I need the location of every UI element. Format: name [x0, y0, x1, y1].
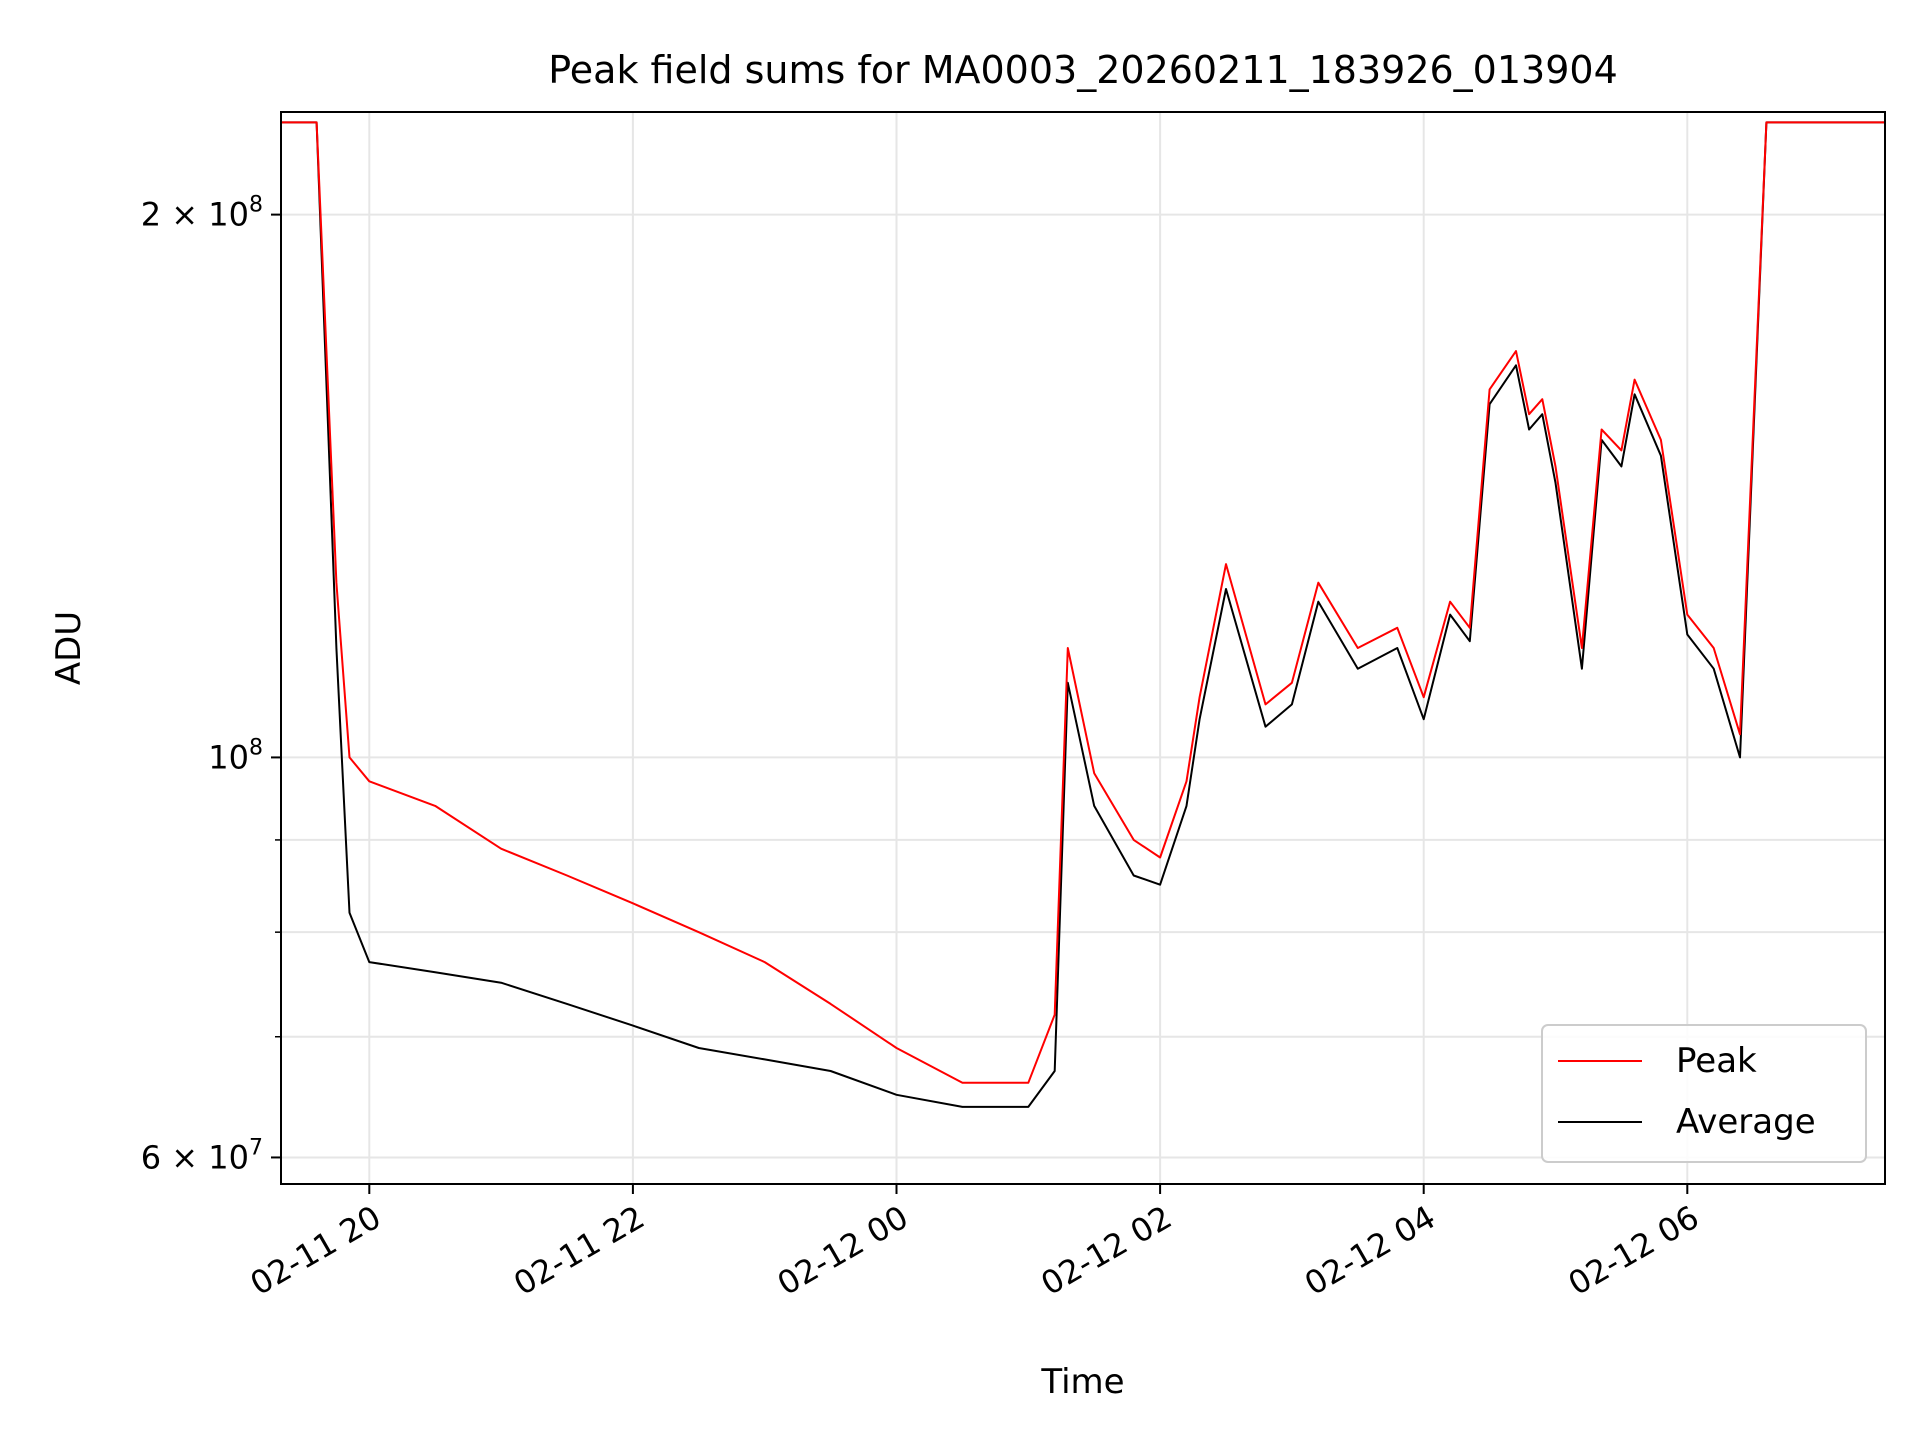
y-tick-label: 2 × 108 — [141, 193, 263, 234]
y-axis-label: ADU — [49, 611, 89, 685]
series-layer — [281, 121, 1885, 1108]
series-line-average — [281, 121, 1885, 1108]
y-tick-label: 6 × 107 — [141, 1135, 263, 1176]
legend-label-peak: Peak — [1676, 1041, 1757, 1081]
x-axis-label: Time — [1040, 1362, 1124, 1402]
y-axis-ticks: 6 × 107 108 2 × 108 — [141, 193, 281, 1176]
chart-title: Peak field sums for MA0003_20260211_1839… — [548, 48, 1618, 92]
legend-box — [1541, 1024, 1867, 1163]
plot-frame — [280, 111, 1886, 1185]
y-tick-label: 108 — [208, 735, 263, 776]
series-line-peak — [281, 121, 1885, 1084]
legend-label-average: Average — [1676, 1102, 1816, 1142]
legend: Peak Average — [1541, 1024, 1867, 1163]
